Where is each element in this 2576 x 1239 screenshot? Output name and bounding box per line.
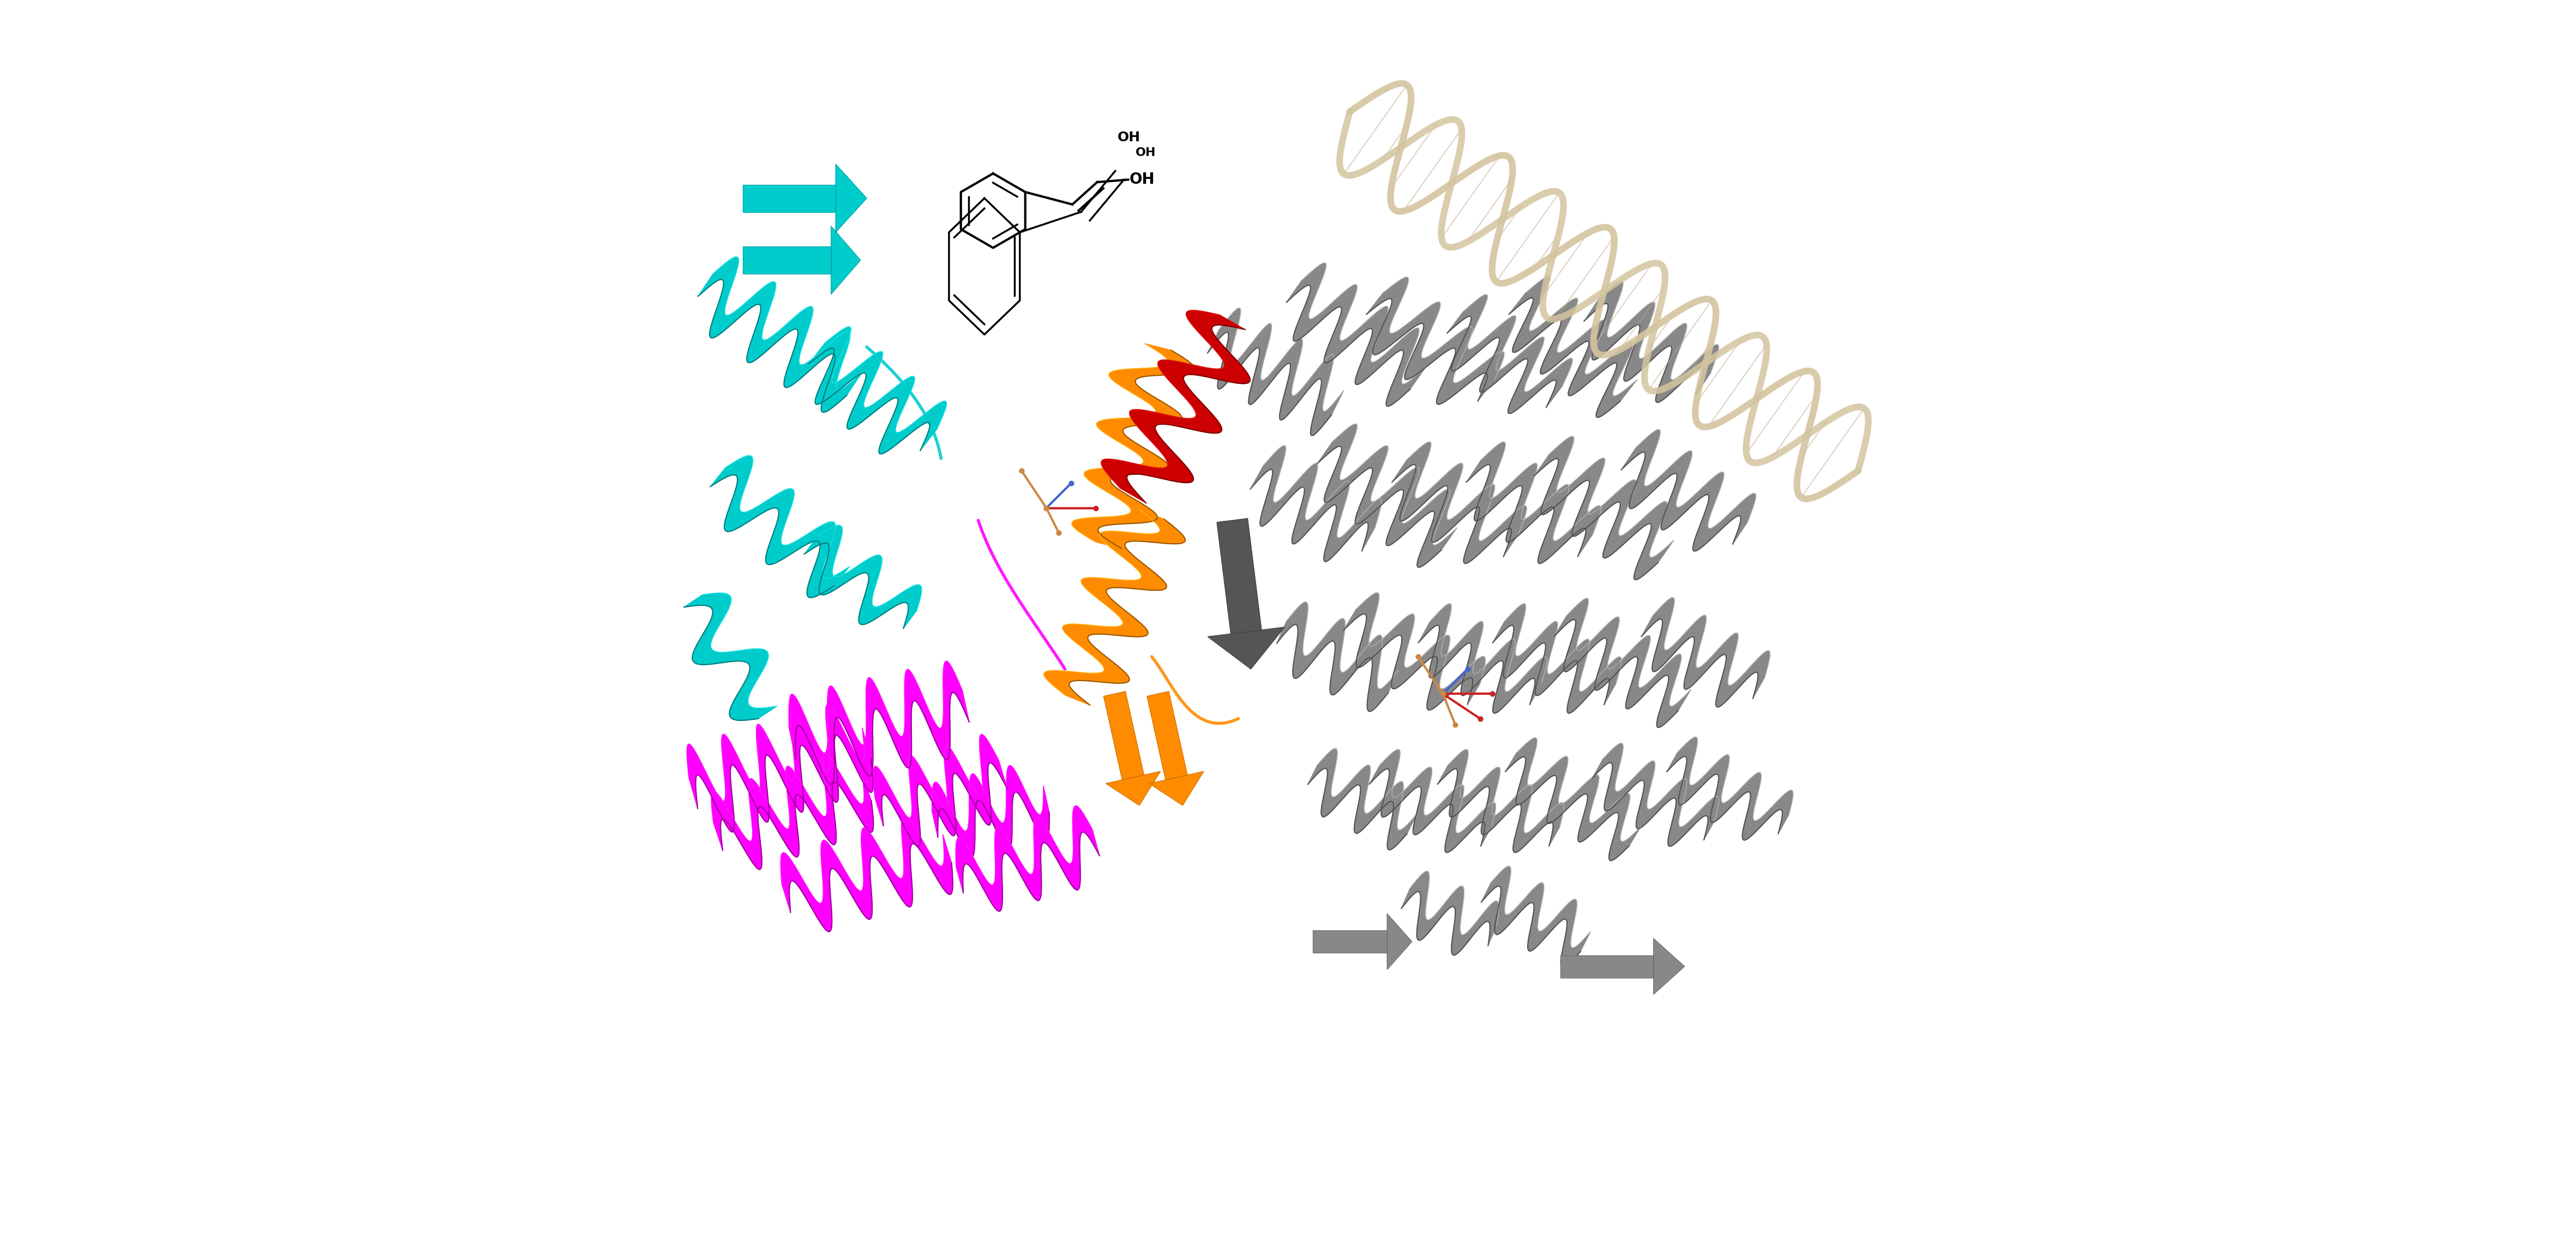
Polygon shape	[688, 704, 873, 833]
Polygon shape	[956, 805, 1100, 911]
Text: OH: OH	[1136, 147, 1157, 159]
Polygon shape	[711, 456, 850, 597]
Polygon shape	[1553, 598, 1690, 727]
Polygon shape	[1146, 691, 1188, 779]
Polygon shape	[1345, 592, 1486, 710]
Polygon shape	[1208, 309, 1345, 435]
Polygon shape	[1365, 278, 1504, 404]
Polygon shape	[1370, 750, 1497, 852]
Polygon shape	[835, 165, 866, 232]
Polygon shape	[1386, 914, 1412, 969]
Text: OH: OH	[1128, 172, 1154, 187]
Polygon shape	[1401, 871, 1499, 955]
Polygon shape	[683, 593, 778, 720]
Polygon shape	[1561, 955, 1654, 978]
Point	[1038, 523, 1079, 543]
Polygon shape	[809, 327, 945, 453]
Polygon shape	[1535, 436, 1674, 580]
Polygon shape	[1620, 430, 1757, 551]
Point	[1002, 461, 1043, 481]
Polygon shape	[832, 227, 860, 294]
Point	[1025, 498, 1066, 518]
Polygon shape	[698, 256, 863, 413]
Polygon shape	[1285, 263, 1427, 406]
Polygon shape	[788, 662, 969, 784]
Point	[1399, 647, 1440, 667]
Polygon shape	[1592, 743, 1718, 846]
Point	[1461, 709, 1502, 729]
Polygon shape	[1654, 939, 1685, 994]
Polygon shape	[1391, 442, 1528, 564]
Polygon shape	[1103, 691, 1144, 779]
Polygon shape	[742, 185, 835, 212]
Polygon shape	[1448, 295, 1571, 414]
Polygon shape	[933, 766, 1048, 857]
Polygon shape	[1043, 509, 1185, 705]
Polygon shape	[1481, 866, 1589, 968]
Point	[1435, 715, 1476, 735]
Polygon shape	[1149, 772, 1203, 805]
Polygon shape	[1504, 737, 1641, 861]
Polygon shape	[1105, 772, 1159, 805]
Polygon shape	[1100, 310, 1249, 503]
Polygon shape	[1316, 424, 1458, 567]
Polygon shape	[1667, 737, 1793, 840]
Polygon shape	[1072, 343, 1195, 549]
Text: OH: OH	[1118, 130, 1141, 144]
Polygon shape	[1641, 597, 1770, 707]
Point	[1448, 659, 1489, 679]
Polygon shape	[1314, 930, 1386, 953]
Polygon shape	[804, 525, 922, 628]
Polygon shape	[1584, 281, 1718, 403]
Polygon shape	[711, 753, 873, 870]
Polygon shape	[1466, 442, 1600, 564]
Polygon shape	[873, 735, 1007, 846]
Point	[1422, 684, 1463, 704]
Polygon shape	[1216, 518, 1262, 634]
Polygon shape	[1249, 446, 1381, 561]
Point	[1074, 498, 1115, 518]
Polygon shape	[1208, 627, 1285, 669]
Polygon shape	[1510, 276, 1638, 418]
Polygon shape	[1278, 602, 1399, 711]
Polygon shape	[742, 247, 832, 274]
Polygon shape	[781, 815, 953, 932]
Polygon shape	[1437, 750, 1564, 852]
Polygon shape	[1492, 603, 1620, 714]
Point	[1471, 684, 1512, 704]
Point	[1051, 473, 1092, 493]
Polygon shape	[1419, 603, 1548, 714]
Polygon shape	[1309, 748, 1417, 850]
